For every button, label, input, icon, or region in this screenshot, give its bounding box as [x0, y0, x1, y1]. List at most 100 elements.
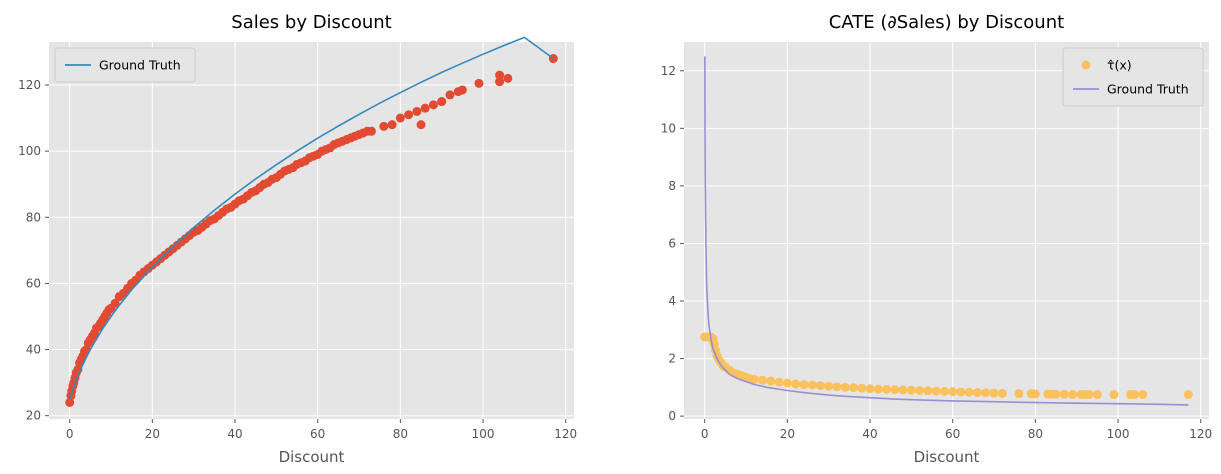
- data-point: [1059, 389, 1069, 399]
- data-point: [923, 386, 933, 396]
- data-point: [915, 386, 925, 396]
- data-point: [404, 110, 414, 120]
- data-point: [366, 126, 376, 136]
- series-line: [68, 36, 554, 400]
- x-tick-label: 60: [945, 427, 960, 441]
- data-point: [824, 381, 834, 391]
- x-tick-label: 0: [66, 427, 74, 441]
- x-tick-label: 60: [310, 427, 325, 441]
- x-tick-label: 40: [862, 427, 877, 441]
- data-point: [898, 385, 908, 395]
- x-tick-label: 20: [780, 427, 795, 441]
- data-point: [857, 383, 867, 393]
- x-axis-label: Discount: [279, 448, 345, 466]
- y-tick-label: 80: [26, 210, 41, 224]
- legend-box: [54, 47, 196, 83]
- x-tick-label: 0: [701, 427, 709, 441]
- y-tick-label: 120: [18, 78, 41, 92]
- scatter-series: [65, 54, 558, 407]
- data-point: [1030, 389, 1040, 399]
- y-tick-label: 2: [668, 352, 676, 366]
- chart-title: Sales by Discount: [231, 12, 391, 33]
- y-tick-label: 6: [668, 236, 676, 250]
- legend-box: [1062, 47, 1204, 107]
- data-point: [495, 77, 505, 87]
- data-point: [890, 385, 900, 395]
- legend-label: Ground Truth: [99, 58, 181, 73]
- data-point: [799, 379, 809, 389]
- data-point: [110, 298, 120, 308]
- data-point: [1092, 390, 1102, 400]
- x-axis-label: Discount: [914, 448, 980, 466]
- legend: τ̂(x) Ground Truth: [1062, 47, 1204, 107]
- data-point: [906, 385, 916, 395]
- data-point: [815, 381, 825, 391]
- ground-truth-line-series: [68, 36, 554, 400]
- data-point: [428, 100, 438, 110]
- data-point: [882, 384, 892, 394]
- data-point: [865, 384, 875, 394]
- y-tick-label: 8: [668, 179, 676, 193]
- y-tick-label: 60: [26, 276, 41, 290]
- data-point: [1051, 389, 1061, 399]
- x-tick-label: 120: [554, 427, 577, 441]
- data-point: [474, 78, 484, 88]
- data-point: [939, 386, 949, 396]
- x-tick-label: 80: [1028, 427, 1043, 441]
- data-point: [956, 387, 966, 397]
- data-point: [495, 70, 505, 80]
- x-tick-label: 100: [472, 427, 495, 441]
- data-point: [1014, 389, 1024, 399]
- data-point: [931, 386, 941, 396]
- data-point: [948, 387, 958, 397]
- data-point: [1068, 390, 1078, 400]
- data-point: [791, 379, 801, 389]
- data-point: [989, 388, 999, 398]
- y-tick-label: 4: [668, 294, 676, 308]
- data-point: [1183, 390, 1193, 400]
- data-point: [832, 382, 842, 392]
- y-tick-label: 12: [661, 64, 676, 78]
- data-point: [873, 384, 883, 394]
- data-point: [1130, 390, 1140, 400]
- data-point: [503, 73, 513, 83]
- x-tick-label: 120: [1189, 427, 1212, 441]
- ground-truth-line-series: [703, 56, 1189, 406]
- data-point: [964, 387, 974, 397]
- series-line: [703, 56, 1189, 406]
- data-point: [1109, 390, 1119, 400]
- right-chart-panel: 0 20 40 60 80 100 120 0 2 4 6 8 10 12 CATE (∂Sales) by…: [661, 12, 1212, 466]
- data-point: [412, 106, 422, 116]
- data-point: [395, 113, 405, 123]
- legend-marker-swatch: [1081, 60, 1091, 70]
- data-point: [758, 375, 768, 385]
- data-point: [437, 97, 447, 107]
- data-point: [1138, 390, 1148, 400]
- left-chart-panel: 0 20 40 60 80 100 120 20 40 60 80 100 120 Sales by Di…: [18, 12, 577, 466]
- x-tick-label: 100: [1107, 427, 1130, 441]
- y-tick-label: 40: [26, 343, 41, 357]
- data-point: [379, 121, 389, 131]
- data-point: [997, 388, 1007, 398]
- data-point: [807, 380, 817, 390]
- y-tick-label: 10: [661, 121, 676, 135]
- y-tick-label: 20: [26, 409, 41, 423]
- data-point: [766, 376, 776, 386]
- data-point: [420, 103, 430, 113]
- data-point: [416, 120, 426, 130]
- y-tick-label: 100: [18, 144, 41, 158]
- data-point: [749, 374, 759, 384]
- data-point: [981, 388, 991, 398]
- data-point: [848, 383, 858, 393]
- data-point: [457, 85, 467, 95]
- chart-title: CATE (∂Sales) by Discount: [829, 12, 1064, 33]
- plot-area: [49, 42, 574, 419]
- x-tick-label: 80: [393, 427, 408, 441]
- x-tick-label: 40: [227, 427, 242, 441]
- data-point: [782, 378, 792, 388]
- x-tick-label: 20: [145, 427, 160, 441]
- y-tick-label: 0: [668, 409, 676, 423]
- data-point: [445, 90, 455, 100]
- data-point: [774, 377, 784, 387]
